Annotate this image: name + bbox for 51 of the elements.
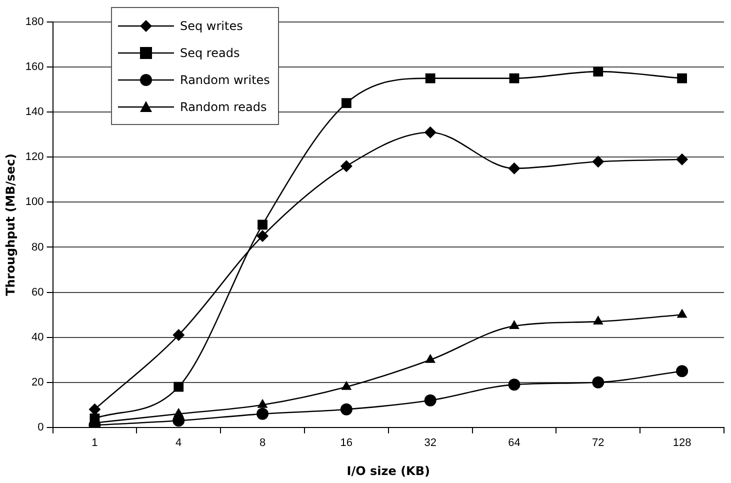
legend-label: Random reads (180, 100, 267, 114)
point (509, 320, 520, 330)
y-tick-label: 0 (38, 421, 44, 434)
point (90, 413, 100, 424)
x-axis-title: I/O size (KB) (346, 464, 430, 478)
legend-label: Seq reads (180, 46, 240, 60)
y-tick-label: 140 (25, 106, 44, 118)
point (677, 73, 687, 84)
point (508, 378, 520, 391)
legend-label: Seq writes (180, 18, 243, 32)
y-axis-title: Throughput (MB/sec) (3, 153, 18, 296)
point (172, 329, 185, 342)
x-tick-label: 32 (424, 437, 436, 450)
point (425, 354, 436, 363)
x-tick-label: 64 (508, 437, 520, 450)
y-tick-label: 180 (25, 16, 44, 28)
point (340, 403, 352, 416)
y-tick-label: 100 (25, 196, 44, 208)
point (593, 66, 604, 76)
point (256, 408, 269, 420)
point (424, 126, 436, 138)
x-tick-label: 72 (592, 437, 604, 450)
y-tick-label: 160 (25, 61, 44, 74)
x-tick-label: 4 (176, 437, 182, 450)
point (676, 365, 688, 378)
y-tick-label: 120 (25, 151, 44, 164)
point (258, 220, 268, 230)
y-tick-label: 80 (32, 241, 44, 254)
point (256, 230, 269, 242)
point (425, 73, 436, 84)
point (508, 162, 520, 174)
y-tick-label: 40 (32, 331, 44, 344)
point (509, 73, 520, 84)
point (676, 153, 688, 166)
x-tick-label: 128 (672, 437, 692, 450)
point (592, 316, 604, 325)
y-tick-label: 20 (32, 376, 44, 388)
point (424, 394, 436, 406)
legend-label: Random writes (180, 72, 270, 86)
point (341, 98, 352, 108)
point (340, 160, 352, 172)
point (676, 308, 688, 318)
x-tick-label: 8 (259, 437, 266, 450)
point (257, 398, 268, 408)
point (592, 156, 604, 168)
x-tick-label: 16 (340, 437, 353, 450)
y-tick-label: 60 (32, 286, 44, 298)
x-tick-label: 1 (92, 437, 98, 450)
point (174, 382, 184, 392)
point (341, 380, 352, 390)
point (592, 376, 604, 388)
